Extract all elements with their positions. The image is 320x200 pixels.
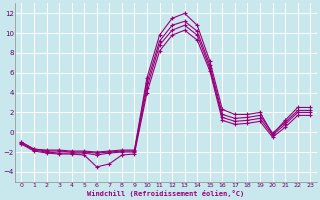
X-axis label: Windchill (Refroidissement éolien,°C): Windchill (Refroidissement éolien,°C)	[87, 190, 244, 197]
